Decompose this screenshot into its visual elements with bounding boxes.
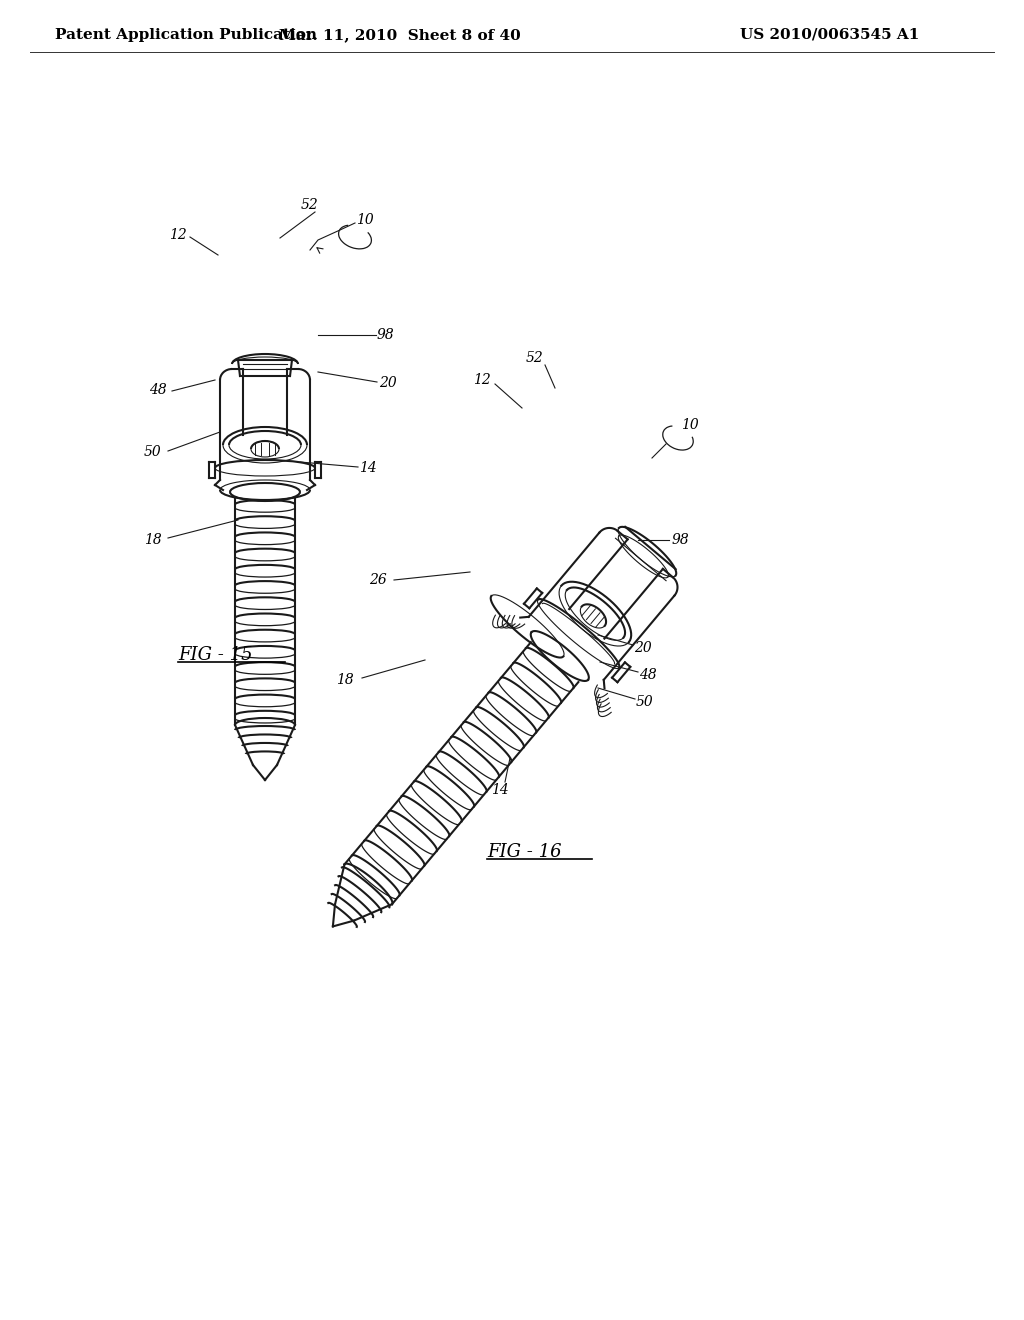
Text: 14: 14 (492, 783, 509, 797)
Text: FIG - 15: FIG - 15 (178, 645, 253, 664)
Text: 50: 50 (636, 696, 654, 709)
Text: 52: 52 (526, 351, 544, 366)
Text: 98: 98 (671, 533, 689, 546)
Text: 20: 20 (379, 376, 397, 389)
Text: 12: 12 (169, 228, 186, 242)
Text: 18: 18 (336, 673, 354, 686)
Text: Patent Application Publication: Patent Application Publication (55, 28, 317, 42)
Text: 20: 20 (634, 642, 652, 655)
Text: 52: 52 (301, 198, 318, 213)
Text: 50: 50 (144, 445, 162, 459)
Text: 26: 26 (369, 573, 387, 587)
Text: 14: 14 (359, 461, 377, 475)
Text: 18: 18 (144, 533, 162, 546)
Text: Mar. 11, 2010  Sheet 8 of 40: Mar. 11, 2010 Sheet 8 of 40 (280, 28, 521, 42)
Text: 48: 48 (150, 383, 167, 397)
Text: 10: 10 (681, 418, 698, 432)
Text: 10: 10 (356, 213, 374, 227)
Text: FIG - 16: FIG - 16 (487, 843, 561, 861)
Text: 98: 98 (376, 327, 394, 342)
Text: 12: 12 (473, 374, 490, 387)
Text: 48: 48 (639, 668, 656, 682)
Text: US 2010/0063545 A1: US 2010/0063545 A1 (740, 28, 920, 42)
